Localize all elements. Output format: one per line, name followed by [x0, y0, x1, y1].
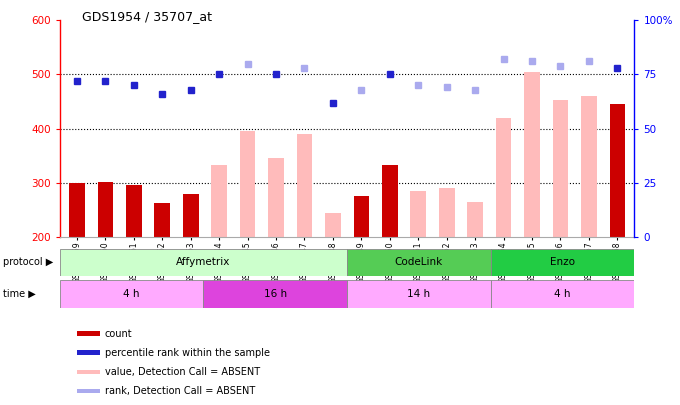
- Bar: [126, 185, 141, 237]
- Bar: [347, 249, 491, 276]
- Bar: [296, 134, 312, 237]
- Bar: [69, 183, 85, 237]
- Bar: [268, 158, 284, 237]
- Bar: [78, 389, 100, 394]
- Bar: [609, 104, 625, 237]
- Bar: [325, 213, 341, 237]
- Bar: [496, 118, 511, 237]
- Bar: [347, 280, 491, 308]
- Bar: [411, 191, 426, 237]
- Bar: [203, 280, 347, 308]
- Text: rank, Detection Call = ABSENT: rank, Detection Call = ABSENT: [105, 386, 255, 396]
- Text: 4 h: 4 h: [123, 289, 140, 299]
- Bar: [581, 96, 597, 237]
- Bar: [491, 249, 634, 276]
- Bar: [78, 369, 100, 374]
- Bar: [439, 188, 454, 237]
- Bar: [491, 280, 634, 308]
- Bar: [382, 165, 398, 237]
- Text: 14 h: 14 h: [407, 289, 430, 299]
- Text: value, Detection Call = ABSENT: value, Detection Call = ABSENT: [105, 367, 260, 377]
- Bar: [60, 249, 347, 276]
- Bar: [467, 202, 483, 237]
- Text: 4 h: 4 h: [554, 289, 571, 299]
- Bar: [78, 331, 100, 336]
- Text: 16 h: 16 h: [264, 289, 287, 299]
- Text: time ▶: time ▶: [3, 289, 36, 299]
- Text: CodeLink: CodeLink: [395, 258, 443, 267]
- Text: GDS1954 / 35707_at: GDS1954 / 35707_at: [82, 10, 211, 23]
- Bar: [78, 350, 100, 355]
- Bar: [211, 165, 227, 237]
- Bar: [354, 196, 369, 237]
- Bar: [97, 182, 113, 237]
- Bar: [60, 280, 203, 308]
- Bar: [154, 203, 170, 237]
- Text: percentile rank within the sample: percentile rank within the sample: [105, 348, 270, 358]
- Text: count: count: [105, 328, 133, 339]
- Bar: [553, 100, 568, 237]
- Bar: [240, 131, 256, 237]
- Text: Affymetrix: Affymetrix: [176, 258, 231, 267]
- Text: protocol ▶: protocol ▶: [3, 258, 54, 267]
- Bar: [183, 194, 199, 237]
- Text: Enzo: Enzo: [550, 258, 575, 267]
- Bar: [524, 72, 540, 237]
